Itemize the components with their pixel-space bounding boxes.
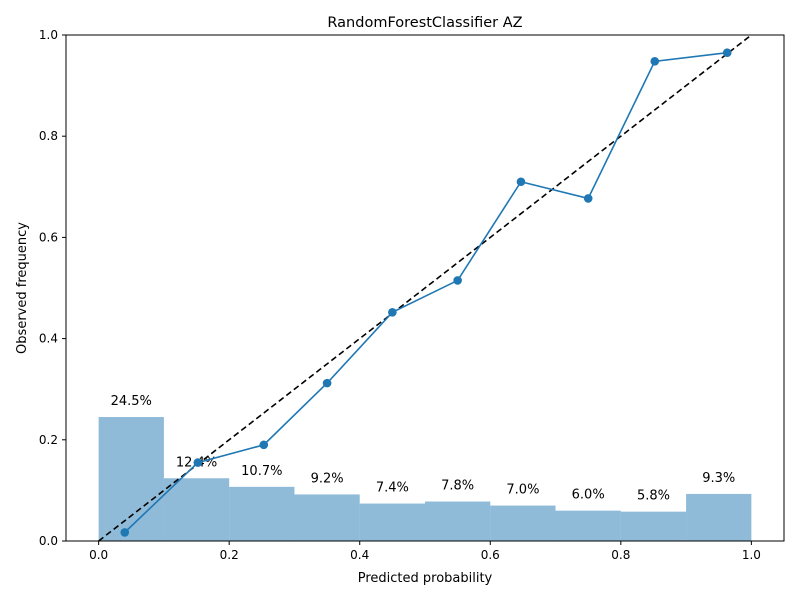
calibration-point — [516, 177, 526, 187]
chart-title: RandomForestClassifier AZ — [327, 15, 522, 31]
plot-frame — [65, 34, 785, 542]
calibration-point — [650, 57, 660, 66]
calibration-point — [388, 307, 397, 317]
histogram-bar-label: 10.7% — [241, 464, 282, 479]
x-axis: 0.0 0.2 0.4 0.6 0.8 1.0 — [89, 541, 761, 562]
calibration-point — [259, 440, 269, 450]
histogram-bar — [229, 486, 295, 541]
perfect-calibration-line — [98, 34, 752, 542]
histogram-bar-label: 7.0% — [506, 483, 539, 498]
histogram-bar-label: 7.4% — [376, 481, 409, 496]
histogram-bar — [490, 505, 556, 541]
histogram-bar-label: 24.5% — [111, 394, 152, 409]
histogram-bar-label: 5.8% — [637, 489, 670, 504]
x-tick-label: 0.2 — [220, 548, 239, 562]
x-axis-label: Predicted probability — [358, 571, 493, 586]
calibration-point — [722, 48, 732, 58]
x-tick-label: 0.6 — [481, 548, 500, 562]
x-tick-label: 0.4 — [350, 548, 369, 562]
y-tick-label: 1.0 — [39, 28, 58, 42]
y-tick-label: 0.2 — [39, 433, 58, 447]
lines-layer — [98, 34, 752, 542]
histogram-layer — [98, 417, 752, 541]
calibration-point — [583, 194, 593, 203]
histogram-bar-label: 7.8% — [441, 479, 474, 494]
histogram-bar — [98, 417, 164, 541]
calibration-point — [193, 458, 203, 467]
calibration-point — [453, 276, 462, 285]
histogram-bar — [425, 501, 491, 541]
histogram-bar — [294, 494, 360, 541]
histogram-bar — [686, 493, 752, 541]
y-axis-label: Observed frequency — [15, 222, 30, 354]
x-tick-label: 0.0 — [89, 548, 108, 562]
histogram-bar — [163, 478, 230, 541]
histogram-bar-label: 9.2% — [311, 471, 344, 486]
calibration-point — [322, 378, 332, 388]
calibration-curve-line — [124, 51, 728, 533]
y-tick-label: 0.8 — [39, 129, 58, 143]
histogram-bar — [359, 503, 425, 541]
histogram-bar — [620, 511, 687, 541]
calibration-point — [120, 528, 130, 537]
y-tick-label: 0.6 — [39, 230, 58, 244]
y-tick-label: 0.4 — [39, 332, 58, 346]
y-tick-label: 0.0 — [39, 534, 58, 548]
histogram-bar-label: 6.0% — [572, 488, 605, 503]
histogram-bar-label: 9.3% — [702, 471, 735, 486]
histogram-bar — [555, 510, 621, 541]
histogram-labels: 24.5%12.4%10.7%9.2%7.4%7.8%7.0%6.0%5.8%9… — [111, 394, 736, 504]
y-axis: 0.0 0.2 0.4 0.6 0.8 1.0 — [39, 28, 66, 548]
x-tick-label: 1.0 — [742, 548, 761, 562]
x-tick-label: 0.8 — [611, 548, 630, 562]
